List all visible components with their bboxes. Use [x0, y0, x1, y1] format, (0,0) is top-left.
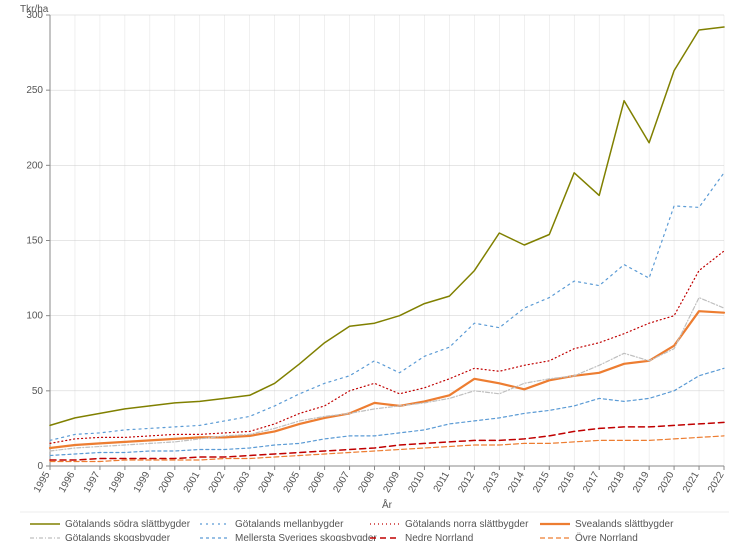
x-axis-label: År — [382, 498, 393, 511]
legend-label: Mellersta Sveriges skogsbygder — [235, 533, 377, 541]
y-tick-label: 250 — [26, 85, 43, 96]
legend-label: Götalands skogsbygder — [65, 533, 171, 541]
legend-label: Nedre Norrland — [405, 533, 473, 541]
legend-label: Svealands slättbygder — [575, 519, 674, 530]
legend-label: Götalands mellanbygder — [235, 519, 344, 530]
y-tick-label: 100 — [26, 311, 43, 322]
line-chart: 0501001502002503001995199619971998199920… — [0, 0, 739, 541]
legend-label: Övre Norrland — [575, 532, 638, 541]
chart-container: 0501001502002503001995199619971998199920… — [0, 0, 739, 541]
y-tick-label: 50 — [32, 386, 44, 397]
y-axis-label: Tkr/ha — [20, 4, 49, 15]
legend-label: Götalands norra slättbygder — [405, 519, 529, 530]
y-tick-label: 150 — [26, 236, 43, 247]
y-tick-label: 200 — [26, 160, 43, 171]
legend-label: Götalands södra slättbygder — [65, 519, 191, 530]
